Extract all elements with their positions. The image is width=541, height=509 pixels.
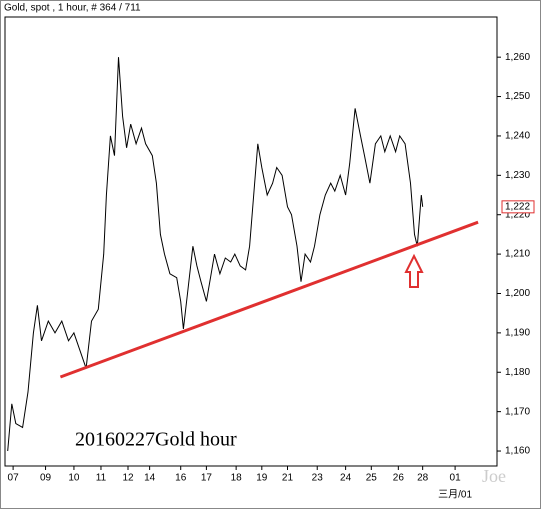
y-tick-label: 1,240 bbox=[505, 131, 530, 142]
x-tick-label: 16 bbox=[175, 473, 187, 484]
x-tick-label: 28 bbox=[417, 473, 429, 484]
watermark: Joe bbox=[482, 466, 506, 486]
y-tick-label: 1,230 bbox=[505, 170, 530, 181]
x-tick-label: 11 bbox=[96, 473, 107, 484]
y-tick-label: 1,260 bbox=[505, 52, 530, 63]
y-tick-label: 1,250 bbox=[505, 91, 530, 102]
x-tick-label: 09 bbox=[40, 473, 52, 484]
y-tick-label: 1,160 bbox=[505, 446, 530, 457]
annotation: 20160227Gold hour bbox=[75, 429, 237, 451]
x-tick-label: 01 bbox=[450, 473, 462, 484]
chart-title: Gold, spot , 1 hour, # 364 / 711 bbox=[4, 3, 141, 14]
x-tick-label: 26 bbox=[393, 473, 405, 484]
trendline bbox=[59, 220, 479, 379]
x-tick-label: 07 bbox=[8, 473, 20, 484]
x-tick-label: 24 bbox=[340, 473, 352, 484]
price-line bbox=[7, 57, 424, 452]
y-tick-label: 1,180 bbox=[505, 367, 530, 378]
x-tick-label: 19 bbox=[256, 473, 268, 484]
y-tick-label: 1,190 bbox=[505, 328, 530, 339]
last-price-box bbox=[501, 200, 535, 214]
x-tick-label: 25 bbox=[366, 473, 378, 484]
x-tick-label: 21 bbox=[282, 473, 294, 484]
y-tick-label: 1,200 bbox=[505, 288, 530, 299]
y-tick-label: 1,210 bbox=[505, 249, 530, 260]
x-tick-label: 17 bbox=[201, 473, 213, 484]
arrow bbox=[404, 253, 424, 288]
last-price-label: 1,222 bbox=[505, 201, 530, 212]
plot-area bbox=[4, 16, 498, 467]
x-sublabel: 三月/01 bbox=[438, 489, 472, 501]
x-tick-label: 10 bbox=[68, 473, 80, 484]
x-tick-label: 14 bbox=[144, 473, 156, 484]
y-tick-label: 1,220 bbox=[505, 209, 530, 220]
y-tick-label: 1,170 bbox=[505, 406, 530, 417]
x-tick-label: 18 bbox=[231, 473, 243, 484]
x-tick-label: 12 bbox=[122, 473, 134, 484]
x-tick-label: 23 bbox=[312, 473, 324, 484]
